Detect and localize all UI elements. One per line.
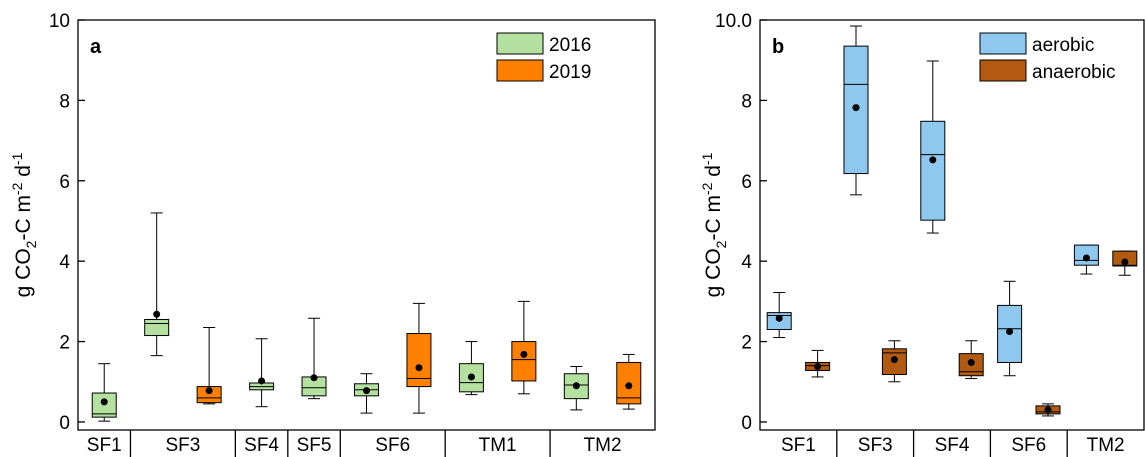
y-axis-label-part: -1 [9, 152, 25, 165]
y-axis-label-part: g CO [12, 248, 35, 297]
mean-marker [775, 314, 783, 322]
y-tick-label: 4 [59, 252, 70, 273]
y-tick-label: 10.0 [715, 11, 752, 32]
y-tick-label: 0 [59, 413, 70, 434]
mean-marker [1121, 258, 1129, 266]
mean-marker [100, 398, 108, 406]
box [511, 341, 537, 382]
x-tick-label: SF4 [935, 435, 970, 456]
mean-marker [467, 373, 475, 381]
legend-label: aerobic [1032, 35, 1094, 56]
y-axis-label-part: d [702, 165, 725, 183]
mean-marker [205, 387, 213, 395]
x-tick-label: SF5 [297, 435, 332, 456]
y-tick-label: 8 [741, 91, 752, 112]
y-tick-label: 6 [59, 172, 70, 193]
mean-marker [572, 382, 580, 390]
y-axis-label: g CO2-C m-2 d-1 [699, 152, 729, 297]
y-tick-label: 6 [741, 172, 752, 193]
x-tick-label: SF3 [858, 435, 893, 456]
x-tick-label: SF4 [244, 435, 279, 456]
mean-marker [814, 362, 822, 370]
box [196, 386, 222, 404]
plot-frame [77, 19, 656, 431]
y-axis-label-part: -C m [702, 195, 725, 241]
y-tick-label: 8 [59, 91, 70, 112]
legend-label: 2016 [549, 35, 591, 56]
mean-marker [363, 387, 370, 395]
x-tick-label: SF3 [165, 435, 200, 456]
x-tick-label: TM2 [584, 435, 622, 456]
y-tick-label: 2 [741, 333, 752, 354]
box [406, 333, 432, 388]
mean-marker [1082, 254, 1090, 262]
y-axis-label-part: 2 [23, 240, 39, 248]
mean-marker [310, 374, 318, 382]
panel-label: b [772, 36, 784, 58]
box [144, 318, 170, 337]
mean-marker [153, 310, 161, 318]
legend-label: 2019 [549, 62, 591, 83]
plot-frame [759, 19, 1145, 431]
legend-swatch [979, 59, 1027, 82]
mean-marker [258, 377, 266, 385]
mean-marker [520, 350, 528, 358]
legend-swatch [979, 32, 1027, 55]
mean-marker [1006, 328, 1014, 336]
y-tick-label: 0 [741, 413, 752, 434]
mean-marker [890, 356, 898, 364]
y-tick-label: 10 [49, 11, 70, 32]
y-tick-label: 4 [741, 252, 752, 273]
x-tick-label: SF1 [781, 435, 816, 456]
panel-label: a [90, 36, 102, 58]
y-axis-label-part: -2 [9, 182, 25, 195]
x-tick-label: TM2 [1087, 435, 1125, 456]
y-axis-label-part: d [12, 165, 35, 183]
legend-swatch [496, 59, 544, 82]
y-tick-label: 2 [59, 333, 70, 354]
legend-swatch [496, 32, 544, 55]
mean-marker [625, 382, 633, 390]
legend-label: anaerobic [1032, 62, 1115, 83]
x-tick-label: TM1 [479, 435, 517, 456]
y-axis-label-part: -C m [12, 195, 35, 241]
mean-marker [929, 156, 937, 164]
mean-marker [1044, 406, 1052, 414]
y-axis-label-part: g CO [702, 248, 725, 297]
y-axis-label: g CO2-C m-2 d-1 [9, 152, 39, 297]
mean-marker [967, 358, 975, 366]
box [920, 120, 946, 221]
x-tick-label: SF6 [1011, 435, 1046, 456]
y-axis-label-part: 2 [713, 240, 729, 248]
mean-marker [852, 104, 860, 112]
y-axis-label-part: -2 [699, 182, 715, 195]
y-axis-label-part: -1 [699, 152, 715, 165]
x-tick-label: SF1 [87, 435, 122, 456]
mean-marker [415, 364, 423, 372]
x-tick-label: SF6 [375, 435, 410, 456]
